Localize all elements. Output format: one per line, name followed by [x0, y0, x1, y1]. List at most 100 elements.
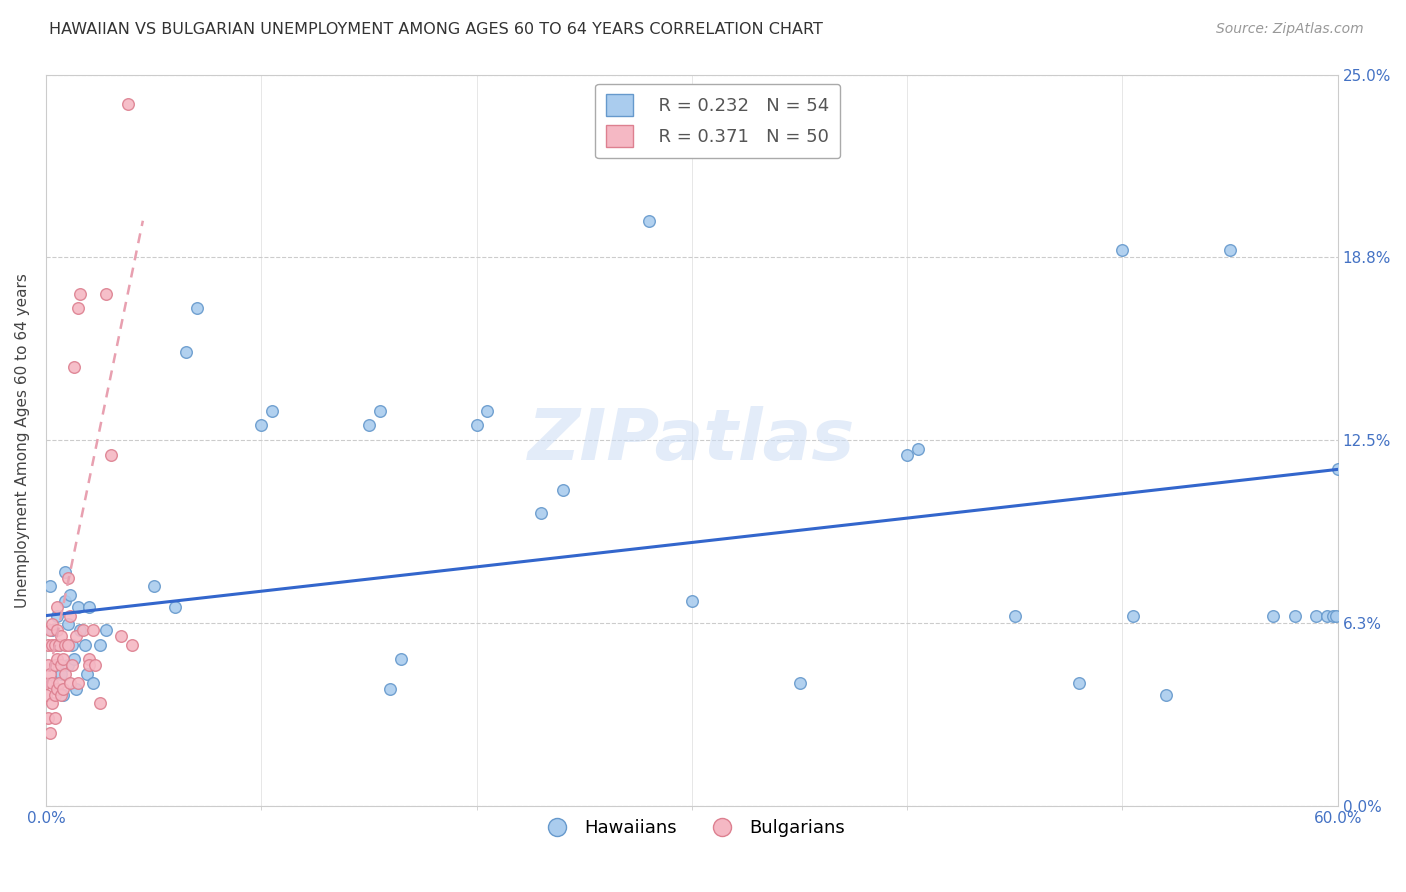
Point	[52, 688, 75, 702]
Point	[45, 681, 67, 696]
Point	[49, 629, 72, 643]
Point	[69, 286, 91, 301]
Point	[637, 213, 659, 227]
Legend: Hawaiians, Bulgarians: Hawaiians, Bulgarians	[531, 812, 852, 844]
Point	[1326, 462, 1348, 476]
Point	[82, 676, 104, 690]
Point	[44, 658, 66, 673]
Point	[41, 617, 63, 632]
Point	[59, 588, 82, 602]
Y-axis label: Unemployment Among Ages 60 to 64 years: Unemployment Among Ages 60 to 64 years	[15, 273, 30, 607]
Point	[250, 418, 273, 433]
Point	[48, 638, 70, 652]
Point	[465, 418, 488, 433]
Point	[1324, 608, 1347, 623]
Point	[48, 638, 70, 652]
Point	[48, 676, 70, 690]
Point	[368, 404, 391, 418]
Point	[63, 359, 86, 374]
Point	[39, 624, 62, 638]
Point	[41, 624, 63, 638]
Point	[53, 594, 76, 608]
Point	[53, 565, 76, 579]
Point	[72, 624, 94, 638]
Point	[67, 599, 90, 614]
Point	[96, 286, 118, 301]
Point	[84, 658, 107, 673]
Point	[45, 652, 67, 666]
Point	[117, 96, 139, 111]
Point	[380, 681, 402, 696]
Point	[65, 629, 87, 643]
Point	[67, 301, 90, 316]
Point	[44, 638, 66, 652]
Point	[39, 667, 62, 681]
Point	[39, 725, 62, 739]
Point	[59, 676, 82, 690]
Point	[174, 345, 197, 359]
Point	[60, 638, 83, 652]
Point	[49, 667, 72, 681]
Point	[77, 652, 100, 666]
Point	[41, 676, 63, 690]
Point	[77, 599, 100, 614]
Point	[37, 638, 59, 652]
Point	[896, 448, 918, 462]
Point	[45, 624, 67, 638]
Point	[96, 624, 118, 638]
Point	[44, 711, 66, 725]
Point	[530, 506, 553, 520]
Point	[77, 658, 100, 673]
Point	[44, 688, 66, 702]
Point	[389, 652, 412, 666]
Point	[100, 448, 122, 462]
Point	[110, 629, 132, 643]
Point	[260, 404, 283, 418]
Point	[53, 667, 76, 681]
Point	[907, 442, 929, 456]
Point	[52, 681, 75, 696]
Point	[56, 658, 79, 673]
Point	[73, 638, 96, 652]
Point	[1069, 676, 1091, 690]
Point	[76, 667, 98, 681]
Point	[1322, 608, 1344, 623]
Point	[89, 696, 111, 710]
Point	[35, 688, 58, 702]
Point	[82, 624, 104, 638]
Point	[63, 652, 86, 666]
Point	[69, 624, 91, 638]
Point	[1004, 608, 1026, 623]
Point	[186, 301, 208, 316]
Point	[59, 608, 82, 623]
Point	[56, 617, 79, 632]
Point	[121, 638, 143, 652]
Point	[52, 652, 75, 666]
Point	[1219, 243, 1241, 257]
Point	[1154, 688, 1177, 702]
Point	[357, 418, 380, 433]
Point	[41, 638, 63, 652]
Text: Source: ZipAtlas.com: Source: ZipAtlas.com	[1216, 22, 1364, 37]
Point	[39, 579, 62, 593]
Point	[1263, 608, 1285, 623]
Point	[1122, 608, 1144, 623]
Point	[37, 658, 59, 673]
Point	[89, 638, 111, 652]
Text: ZIPatlas: ZIPatlas	[529, 406, 856, 475]
Point	[681, 594, 703, 608]
Point	[477, 404, 499, 418]
Point	[49, 688, 72, 702]
Point	[41, 696, 63, 710]
Point	[551, 483, 574, 497]
Point	[45, 608, 67, 623]
Point	[56, 638, 79, 652]
Text: HAWAIIAN VS BULGARIAN UNEMPLOYMENT AMONG AGES 60 TO 64 YEARS CORRELATION CHART: HAWAIIAN VS BULGARIAN UNEMPLOYMENT AMONG…	[49, 22, 823, 37]
Point	[56, 571, 79, 585]
Point	[45, 599, 67, 614]
Point	[1111, 243, 1133, 257]
Point	[165, 599, 187, 614]
Point	[789, 676, 811, 690]
Point	[35, 676, 58, 690]
Point	[65, 681, 87, 696]
